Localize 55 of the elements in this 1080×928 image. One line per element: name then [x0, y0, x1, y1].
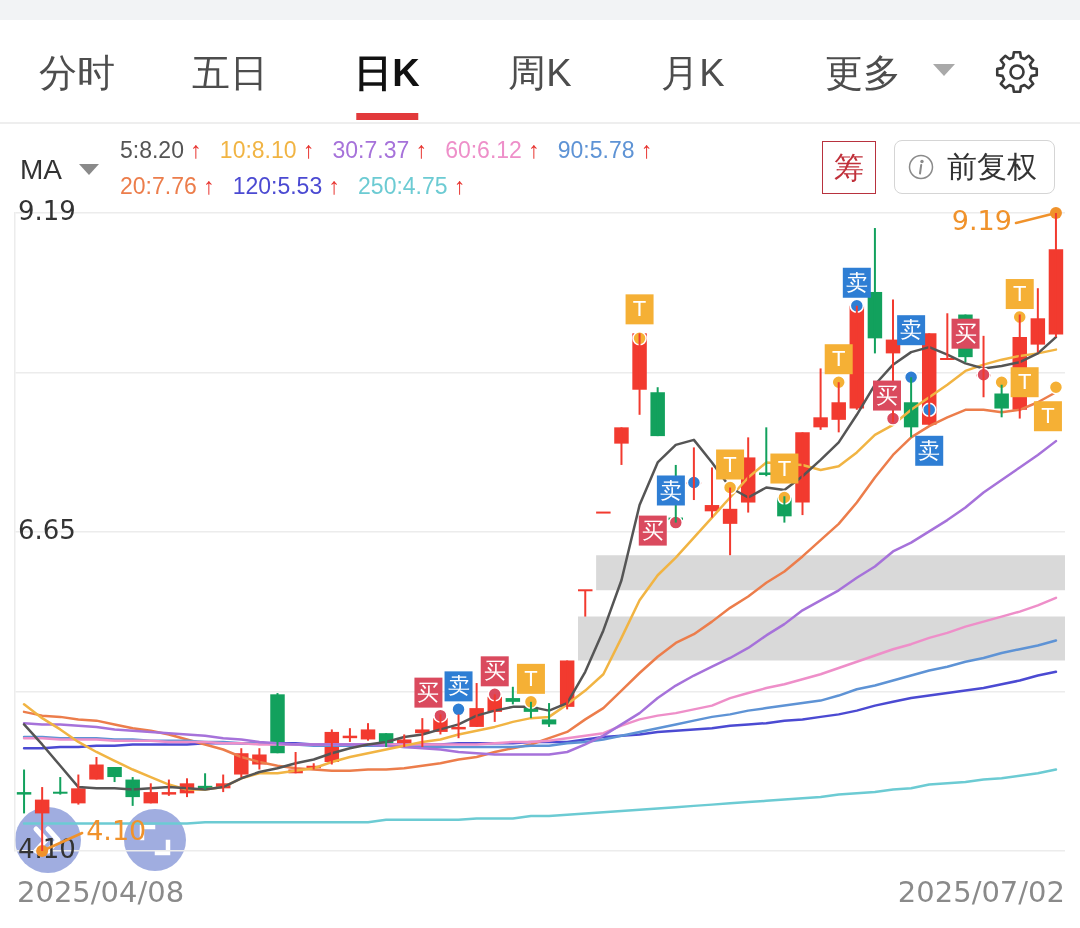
text: 30:7.37 ↑	[332, 136, 428, 164]
text: 2025/04/08	[17, 874, 185, 911]
point	[994, 374, 1009, 390]
point	[451, 702, 466, 717]
text: 5:8.20 ↑	[120, 136, 202, 164]
data-label: 卖	[900, 317, 923, 343]
square-button: 筹	[822, 141, 876, 194]
point	[1048, 379, 1064, 395]
text: 日K	[354, 50, 420, 120]
data-label: T	[1013, 281, 1027, 307]
data-label: 买	[483, 658, 506, 684]
text: 月K	[661, 51, 725, 96]
rounded-button: 前复权	[894, 140, 1055, 194]
data-label: T	[1041, 403, 1055, 429]
data-label: 买	[641, 517, 664, 543]
data-label: 卖	[447, 673, 470, 699]
legend-title: MA	[20, 153, 62, 187]
annotation: 9.19	[951, 205, 1012, 237]
candlestick	[578, 589, 593, 618]
point	[523, 694, 539, 710]
text: 分时	[39, 51, 115, 96]
y-tick-label: 9.19	[18, 195, 76, 226]
data-label: 买	[954, 320, 977, 346]
data-label: 卖	[845, 269, 868, 295]
candlestick	[107, 766, 122, 784]
text: 2025/07/02	[897, 874, 1065, 911]
data-label: T	[723, 451, 737, 477]
text: 250:4.75 ↑	[358, 172, 466, 200]
text: 更多	[825, 51, 901, 96]
text: 10:8.10 ↑	[219, 136, 315, 164]
y-tick-label: 6.65	[18, 514, 76, 545]
text: 周K	[508, 51, 572, 96]
data-label: T	[777, 455, 792, 481]
annotation: 4.10	[86, 815, 147, 847]
data-label: T	[831, 346, 846, 372]
data-label: 买	[417, 679, 440, 705]
data-label: T	[1017, 369, 1032, 395]
data-label: T	[632, 296, 647, 322]
data-label: 买	[876, 382, 899, 408]
point	[722, 480, 738, 495]
text: 120:5.53 ↑	[232, 172, 341, 200]
data-label: 卖	[659, 477, 682, 503]
data-label: T	[524, 665, 538, 691]
text: 90:5.78 ↑	[557, 136, 653, 164]
data-label: 卖	[918, 437, 941, 463]
candlestick	[813, 367, 828, 431]
text: 60:6.12 ↑	[445, 136, 540, 164]
point	[849, 298, 865, 313]
candlestick	[161, 778, 177, 797]
candlestick	[16, 768, 32, 815]
text: 五日	[192, 51, 268, 96]
candlestick	[53, 776, 68, 796]
text: 20:7.76 ↑	[120, 172, 215, 200]
candlestick	[650, 386, 665, 438]
candlestick	[614, 426, 629, 466]
